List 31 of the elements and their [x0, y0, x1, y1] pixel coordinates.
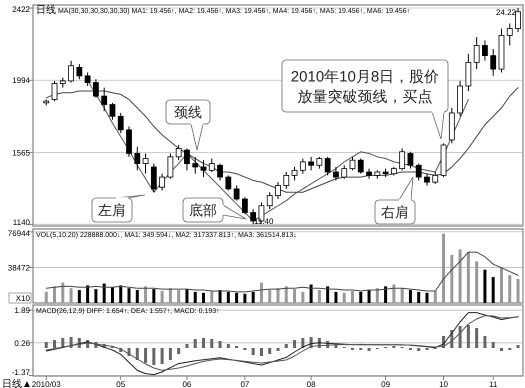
- y-axis-title: X10: [16, 294, 31, 303]
- annotation: 11.40: [254, 217, 274, 226]
- x-tick-label: 2010/03: [32, 380, 62, 388]
- annotation: 颈线: [174, 104, 202, 120]
- y-tick-label: 2422: [12, 5, 31, 14]
- x-tick-label: 07: [240, 380, 250, 388]
- y-tick-label: -1.37: [12, 368, 31, 377]
- annotation: 2010年10月8日，股价放量突破颈线，买点: [290, 68, 440, 106]
- x-tick-label: 05: [116, 380, 126, 388]
- x-tick-label: 06: [182, 380, 192, 388]
- x-tick-label: 10: [439, 380, 449, 388]
- y-tick-label: 1994: [12, 76, 31, 86]
- annotation: 24.22: [496, 8, 517, 17]
- y-tick-label: 1565: [12, 148, 31, 158]
- y-tick-label: 0.26: [14, 338, 31, 348]
- callout: 左肩: [92, 194, 146, 222]
- annotation: 左肩: [98, 202, 126, 218]
- y-tick-label: 1.89: [14, 306, 31, 316]
- callout: 2010年10月8日，股价放量突破颈线，买点: [282, 60, 448, 140]
- y-tick-label: 76944: [8, 229, 31, 238]
- annotation: 右肩: [381, 204, 409, 220]
- callout: 颈线: [166, 100, 210, 150]
- x-tick-label: 09: [381, 380, 391, 388]
- annotation: 底部: [189, 202, 217, 218]
- x-tick-label: 11: [489, 380, 498, 388]
- callout: 底部: [182, 198, 246, 222]
- y-tick-label: 38472: [8, 263, 31, 272]
- y-tick-label: 1140: [12, 218, 31, 227]
- text: 日线▲: [2, 378, 32, 388]
- callout: 右肩: [374, 176, 416, 224]
- x-tick-label: 08: [306, 380, 316, 388]
